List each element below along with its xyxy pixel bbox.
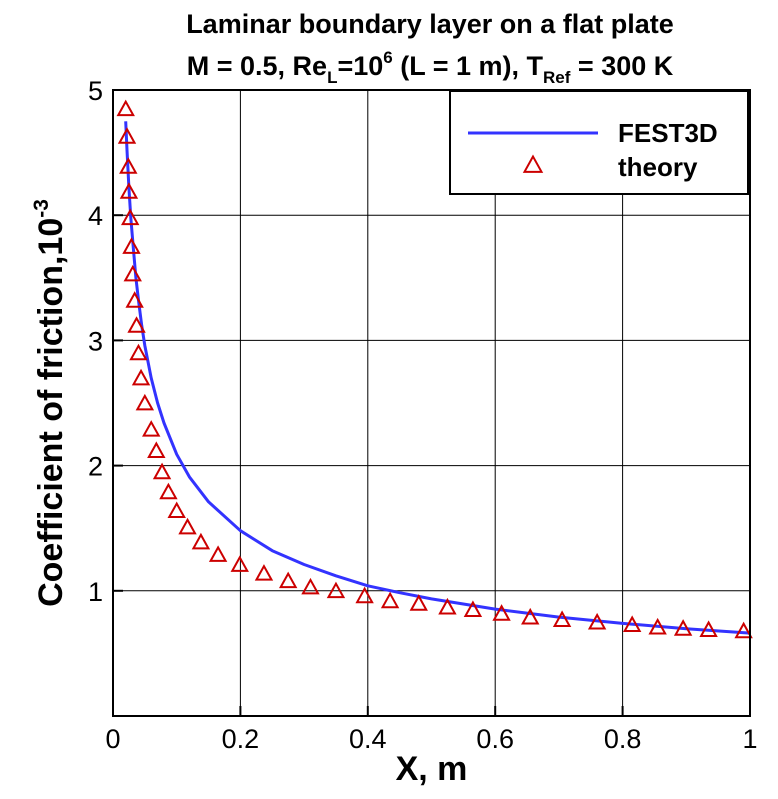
theory-marker [230, 555, 249, 572]
theory-marker [167, 501, 186, 519]
y-axis-label-exponent: -3 [30, 199, 53, 218]
title-mach: M = 0.5, Re [187, 51, 327, 81]
theory-marker [125, 291, 144, 308]
y-tick-label: 3 [88, 326, 103, 356]
legend-fest3d-label: FEST3D [618, 118, 718, 148]
theory-marker [178, 517, 197, 535]
legend-theory-label: theory [618, 152, 698, 182]
theory-marker [552, 610, 572, 627]
theory-marker [116, 99, 135, 117]
theory-marker [129, 343, 148, 361]
theory-marker [463, 600, 483, 617]
theory-marker [117, 127, 137, 144]
legend-box [449, 90, 749, 195]
title-eq10: =10 [337, 51, 383, 81]
theory-marker [191, 532, 211, 550]
theory-marker [438, 597, 457, 615]
theory-marker [622, 615, 642, 632]
title-temperature: = 300 K [570, 51, 673, 81]
title-l-subscript: L [327, 68, 337, 87]
theory-marker [699, 620, 718, 637]
x-tick-label: 0.2 [222, 724, 260, 754]
chart-title-line1: Laminar boundary layer on a flat plate [186, 9, 674, 39]
x-tick-label: 0 [105, 724, 120, 754]
theory-marker [587, 612, 607, 630]
theory-marker [123, 264, 142, 282]
y-tick-label: 5 [88, 76, 103, 106]
theory-marker [208, 545, 228, 562]
theory-marker [521, 607, 540, 625]
y-tick-label: 1 [88, 577, 103, 607]
x-tick-label: 0.4 [349, 724, 387, 754]
theory-marker [122, 237, 141, 254]
title-length: (L = 1 m), T [393, 51, 544, 81]
title-ref-subscript: Ref [543, 68, 571, 87]
theory-marker [673, 619, 693, 636]
legend-theory-swatch [522, 154, 544, 173]
theory-marker [127, 316, 146, 333]
fest3d-line [124, 121, 751, 635]
ticks: 0 0.2 0.4 0.6 0.8 1 1 2 3 4 5 [88, 76, 758, 754]
theory-marker [159, 482, 178, 500]
theory-marker [301, 577, 320, 595]
legend: FEST3D theory [449, 90, 749, 195]
theory-marker [278, 571, 298, 589]
theory-marker [147, 441, 166, 458]
plot-frame [112, 89, 751, 717]
theory-marker [326, 581, 346, 599]
theory-marker [142, 420, 161, 437]
y-axis-label-text: Coefficient of friction,10 [32, 218, 70, 607]
x-tick-label: 1 [742, 724, 757, 754]
theory-marker [120, 208, 140, 226]
series-fest3d [124, 121, 751, 635]
theory-marker [648, 617, 667, 635]
theory-marker [119, 182, 139, 199]
y-tick-label: 4 [88, 201, 103, 231]
theory-marker [254, 564, 274, 581]
series-theory [116, 99, 753, 639]
y-tick-label: 2 [88, 452, 103, 482]
theory-marker [409, 594, 428, 611]
chart-title-line2: M = 0.5, ReL=106 (L = 1 m), TRef = 300 K [187, 48, 674, 87]
theory-marker [380, 591, 400, 609]
theory-marker [734, 621, 753, 639]
x-tick-label: 0.8 [604, 724, 642, 754]
x-tick-label: 0.6 [476, 724, 514, 754]
theory-marker [135, 393, 155, 411]
title-exp6: 6 [383, 48, 392, 67]
theory-marker [131, 368, 151, 386]
theory-marker [119, 157, 138, 174]
theory-marker [355, 586, 374, 604]
x-axis-label: X, m [396, 750, 468, 788]
theory-marker [492, 604, 511, 621]
y-axis-label: Coefficient of friction,10-3 [30, 199, 70, 607]
theory-marker [152, 462, 172, 480]
